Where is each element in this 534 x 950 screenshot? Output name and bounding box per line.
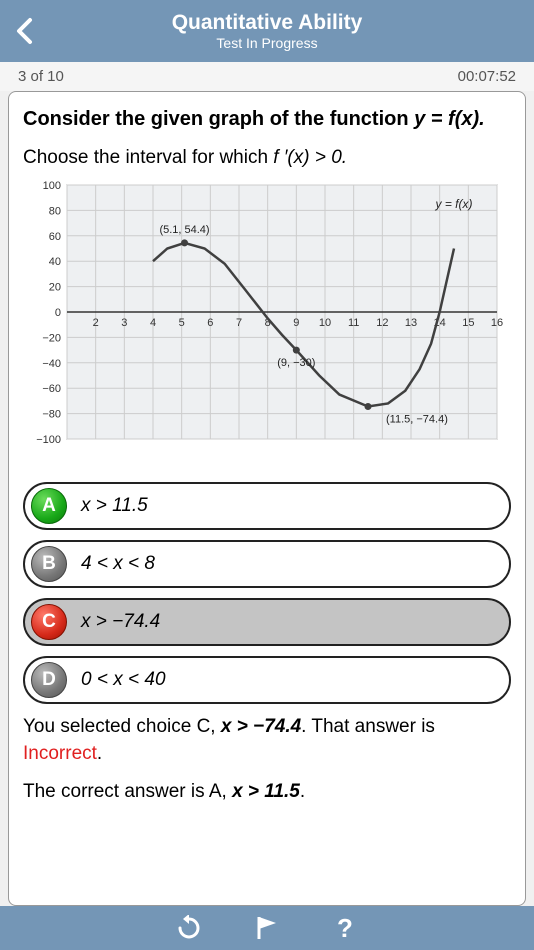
svg-text:2: 2: [93, 317, 99, 329]
answer-choice-a[interactable]: Ax > 11.5: [23, 482, 511, 530]
svg-text:(5.1, 54.4): (5.1, 54.4): [159, 224, 209, 236]
question-title-prefix: Consider the given graph of the function: [23, 108, 414, 130]
question-title: Consider the given graph of the function…: [23, 106, 511, 133]
svg-text:4: 4: [150, 317, 156, 329]
svg-text:16: 16: [491, 317, 503, 329]
svg-text:60: 60: [49, 231, 61, 243]
svg-text:6: 6: [207, 317, 213, 329]
svg-text:−60: −60: [42, 383, 61, 395]
svg-text:15: 15: [462, 317, 474, 329]
svg-text:13: 13: [405, 317, 417, 329]
feedback-text: . That answer is: [301, 716, 435, 737]
restart-button[interactable]: [174, 913, 204, 943]
choice-text: x > 11.5: [81, 495, 148, 517]
feedback-result: Incorrect: [23, 743, 97, 764]
svg-text:−40: −40: [42, 358, 61, 370]
svg-text:0: 0: [55, 307, 61, 319]
timer-text: 00:07:52: [458, 68, 516, 85]
choice-text: 0 < x < 40: [81, 669, 166, 691]
progress-text: 3 of 10: [18, 68, 64, 85]
svg-text:10: 10: [319, 317, 331, 329]
flag-button[interactable]: [252, 913, 282, 943]
feedback-text: .: [97, 743, 102, 764]
choice-letter: A: [31, 488, 67, 524]
svg-text:100: 100: [43, 180, 61, 192]
header-title: Quantitative Ability: [0, 11, 534, 35]
question-mark-icon: ?: [337, 913, 353, 944]
restart-icon: [176, 915, 202, 941]
header-subtitle: Test In Progress: [0, 35, 534, 51]
feedback-correct-answer: x > 11.5: [232, 781, 300, 802]
choice-letter: B: [31, 546, 67, 582]
feedback-selected-answer: x > −74.4: [221, 716, 301, 737]
function-graph: −100−80−60−40−20020406080100234567891011…: [23, 179, 511, 459]
svg-text:11: 11: [348, 317, 359, 329]
svg-text:7: 7: [236, 317, 242, 329]
question-sub-prefix: Choose the interval for which: [23, 147, 273, 168]
svg-text:9: 9: [293, 317, 299, 329]
help-button[interactable]: ?: [330, 913, 360, 943]
choice-text: 4 < x < 8: [81, 553, 155, 575]
choice-letter: D: [31, 662, 67, 698]
svg-text:−20: −20: [42, 332, 61, 344]
chevron-left-icon: [14, 17, 36, 45]
answer-choice-b[interactable]: B 4 < x < 8: [23, 540, 511, 588]
svg-text:40: 40: [49, 256, 61, 268]
question-card: Consider the given graph of the function…: [8, 91, 526, 906]
question-sub-expr: f ′(x) > 0.: [273, 147, 347, 168]
feedback-block: You selected choice C, x > −74.4. That a…: [23, 714, 511, 806]
svg-text:−80: −80: [42, 409, 61, 421]
feedback-text: The correct answer is A,: [23, 781, 232, 802]
svg-text:5: 5: [179, 317, 185, 329]
answer-choice-d[interactable]: D 0 < x < 40: [23, 656, 511, 704]
svg-text:80: 80: [49, 205, 61, 217]
question-title-expr: y = f(x).: [414, 108, 485, 130]
bottom-toolbar: ?: [0, 906, 534, 950]
svg-text:3: 3: [121, 317, 127, 329]
answer-choice-c[interactable]: Cx > −74.4: [23, 598, 511, 646]
app-header: Quantitative Ability Test In Progress: [0, 0, 534, 62]
flag-icon: [256, 915, 278, 941]
svg-text:12: 12: [376, 317, 388, 329]
choice-letter: C: [31, 604, 67, 640]
back-button[interactable]: [10, 16, 40, 46]
status-bar: 3 of 10 00:07:52: [0, 62, 534, 91]
question-subtitle: Choose the interval for which f ′(x) > 0…: [23, 147, 511, 169]
choice-text: x > −74.4: [81, 611, 160, 633]
feedback-text: .: [300, 781, 305, 802]
svg-text:−100: −100: [36, 434, 61, 446]
svg-text:y = f(x): y = f(x): [434, 197, 472, 211]
svg-text:(11.5, −74.4): (11.5, −74.4): [386, 413, 448, 425]
svg-text:20: 20: [49, 282, 61, 294]
answer-choices: Ax > 11.5 B 4 < x < 8 Cx > −74.4 D 0 < x < 40: [23, 482, 511, 704]
svg-text:(9, −30): (9, −30): [277, 357, 315, 369]
feedback-text: You selected choice C,: [23, 716, 221, 737]
